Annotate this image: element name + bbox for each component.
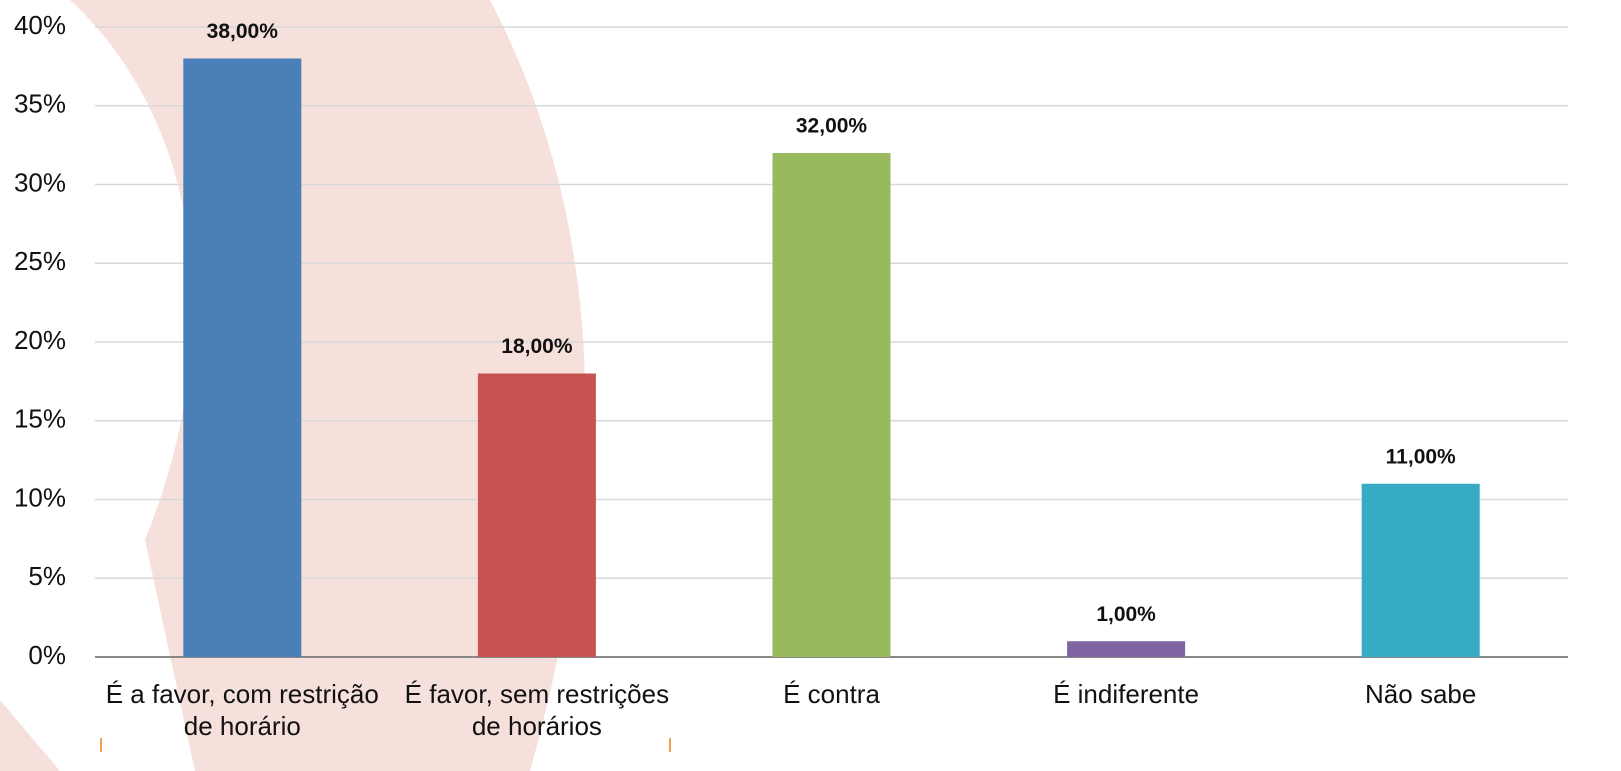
data-label: 11,00% bbox=[1386, 445, 1456, 468]
x-tick-label: É favor, sem restrições de horários bbox=[387, 678, 687, 742]
y-tick-label: 5% bbox=[28, 561, 66, 591]
y-tick-label: 30% bbox=[14, 167, 66, 197]
y-tick-label: 20% bbox=[14, 325, 66, 355]
y-tick-label: 10% bbox=[14, 482, 66, 512]
bar bbox=[1067, 641, 1185, 657]
chart: 0% 5% 10% 15% 20% 25% 30% 35% 40% 38,00% 18,00% 32,… bbox=[0, 0, 1621, 771]
y-tick-label: 40% bbox=[14, 10, 66, 40]
data-label: 38,00% bbox=[207, 20, 279, 43]
bar bbox=[478, 374, 596, 658]
x-tick-label: É a favor, com restrição de horário bbox=[92, 678, 392, 742]
y-tick-label: 15% bbox=[14, 404, 66, 434]
y-tick-label: 35% bbox=[14, 89, 66, 119]
y-tick-label: 0% bbox=[28, 640, 66, 670]
x-tick-label: Não sabe bbox=[1271, 678, 1571, 710]
y-tick-label: 25% bbox=[14, 246, 66, 276]
x-tick-label: É contra bbox=[682, 678, 982, 710]
chart-page: 0% 5% 10% 15% 20% 25% 30% 35% 40% 38,00% 18,00% 32,… bbox=[0, 0, 1621, 771]
data-label: 18,00% bbox=[501, 335, 573, 358]
bar bbox=[1362, 484, 1480, 657]
data-label: 32,00% bbox=[796, 115, 868, 138]
data-label: 1,00% bbox=[1096, 603, 1156, 626]
bar bbox=[773, 153, 891, 657]
x-tick-label: É indiferente bbox=[976, 678, 1276, 710]
bar bbox=[183, 59, 301, 658]
background-shape bbox=[0, 700, 60, 771]
